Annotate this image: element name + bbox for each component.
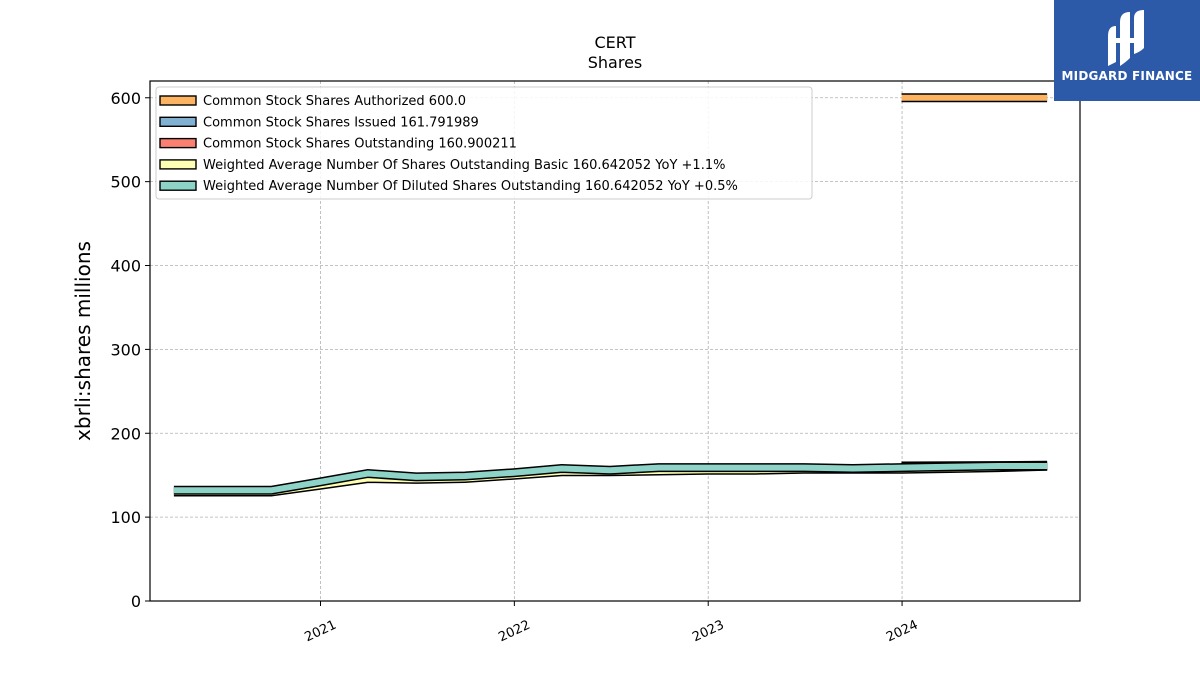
legend-entry: Common Stock Shares Authorized 600.0 — [203, 94, 466, 109]
legend-swatch — [159, 116, 197, 128]
chart-title: CERT — [594, 33, 635, 52]
y-tick-label: 0 — [131, 592, 141, 611]
y-tick-label: 500 — [110, 173, 141, 192]
legend-entry: Weighted Average Number Of Diluted Share… — [203, 179, 738, 194]
legend-entry: Weighted Average Number Of Shares Outsta… — [203, 158, 725, 173]
legend: Common Stock Shares Authorized 600.0 Comm… — [155, 86, 813, 200]
y-tick-label: 300 — [110, 340, 141, 359]
y-tick-label: 400 — [110, 257, 141, 276]
y-axis-label: xbrli:shares millions — [71, 241, 95, 441]
y-axis: 0 100 200 300 400 500 600 — [110, 89, 150, 611]
x-tick-label: 2023 — [690, 618, 726, 646]
legend-entry: Common Stock Shares Issued 161.791989 — [203, 115, 479, 130]
series-5 — [173, 461, 1048, 495]
legend-swatch — [159, 159, 197, 170]
legend-box — [155, 86, 813, 200]
x-tick-label: 2021 — [303, 618, 339, 646]
midgard-logo-icon — [1108, 10, 1144, 66]
y-tick-label: 200 — [110, 424, 141, 443]
series-layer — [173, 93, 1048, 497]
midgard-finance-logo: MIDGARD FINANCE — [1054, 0, 1200, 101]
x-tick-label: 2024 — [884, 618, 920, 646]
legend-swatch — [159, 137, 197, 149]
chart-subtitle: Shares — [588, 53, 643, 72]
y-tick-label: 100 — [110, 508, 141, 527]
plot-frame — [149, 80, 1081, 602]
legend-swatch — [159, 180, 197, 191]
logo-text: MIDGARD FINANCE — [1061, 69, 1193, 83]
x-axis: 2021 2022 2023 2024 — [303, 601, 920, 646]
series-line — [173, 463, 1048, 494]
legend-swatch — [159, 95, 197, 106]
legend-entry: Common Stock Shares Outstanding 160.9002… — [203, 137, 517, 152]
y-tick-label: 600 — [110, 89, 141, 108]
x-tick-label: 2022 — [496, 618, 532, 646]
